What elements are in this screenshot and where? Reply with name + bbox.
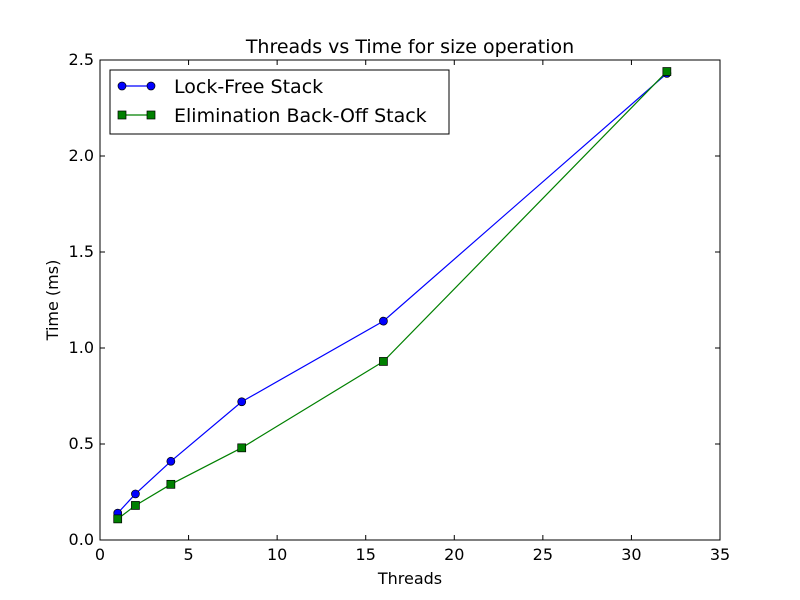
ticks-layer: 0 5 10 15 20 25 30 35 0.0 0.5 1.0 1.5 2.0 2.5 — [69, 50, 731, 564]
legend-marker-start — [117, 110, 127, 120]
x-tick-label: 15 — [356, 545, 376, 564]
data-point — [166, 456, 176, 466]
x-tick-label: 0 — [95, 545, 105, 564]
y-tick-label: 1.5 — [69, 242, 94, 261]
data-point — [166, 479, 176, 489]
data-point — [379, 357, 388, 366]
x-tick-label: 20 — [444, 545, 464, 564]
y-tick-label: 0.0 — [69, 530, 94, 549]
legend-marker-end — [146, 81, 156, 91]
legend-marker-start — [117, 81, 127, 91]
x-axis-label: Threads — [377, 569, 442, 588]
series-layer — [113, 67, 672, 524]
x-tick-label: 10 — [267, 545, 287, 564]
data-point — [662, 67, 672, 76]
series-1 — [113, 67, 672, 524]
y-tick-label: 2.5 — [69, 50, 94, 69]
data-point — [237, 397, 247, 407]
y-tick-label: 2.0 — [69, 146, 94, 165]
legend-entry-0: Lock-Free Stack — [117, 76, 323, 98]
legend-entry-1: Elimination Back-Off Stack — [117, 105, 427, 127]
y-tick-label: 1.0 — [69, 338, 94, 357]
x-tick-label: 35 — [710, 545, 730, 564]
y-axis-label: Time (ms) — [43, 260, 62, 342]
data-point — [237, 443, 247, 453]
legend-label: Elimination Back-Off Stack — [174, 105, 427, 127]
data-point — [131, 501, 140, 510]
data-point — [131, 489, 140, 499]
y-tick-label: 0.5 — [69, 434, 94, 453]
chart-title: Threads vs Time for size operation — [245, 36, 574, 58]
data-point — [379, 316, 388, 326]
x-tick-label: 25 — [533, 545, 553, 564]
x-tick-label: 30 — [621, 545, 641, 564]
legend: Lock-Free Stack Elimination Back-Off Stac… — [109, 69, 450, 135]
legend-label: Lock-Free Stack — [174, 76, 323, 98]
legend-box — [109, 69, 450, 135]
plot-frame — [99, 59, 721, 541]
x-tick-label: 5 — [183, 545, 193, 564]
legend-marker-end — [146, 110, 156, 120]
data-point — [113, 514, 123, 524]
series-line — [117, 72, 668, 514]
